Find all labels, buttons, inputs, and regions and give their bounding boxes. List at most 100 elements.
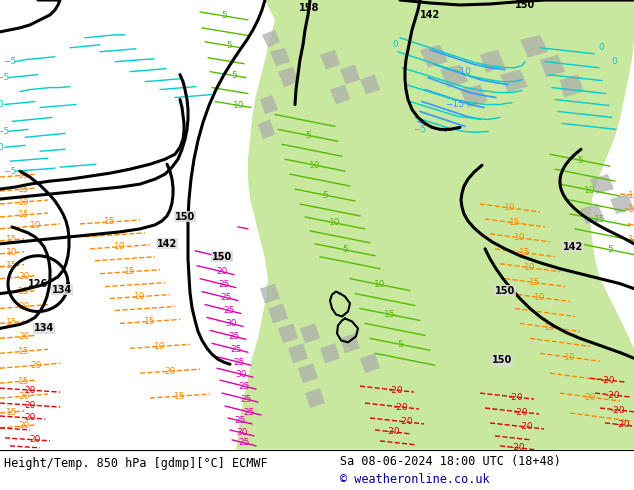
Text: 142: 142 xyxy=(563,242,583,252)
Text: 20: 20 xyxy=(24,400,36,410)
Text: 15: 15 xyxy=(6,318,18,327)
Text: 25: 25 xyxy=(233,358,245,367)
Text: 25: 25 xyxy=(235,416,246,425)
Text: 0: 0 xyxy=(0,143,3,152)
Polygon shape xyxy=(580,204,604,224)
Text: 150: 150 xyxy=(212,252,232,262)
Text: 30: 30 xyxy=(236,428,248,438)
Text: 10: 10 xyxy=(18,197,30,206)
Polygon shape xyxy=(260,284,280,303)
Text: 10: 10 xyxy=(18,171,30,180)
Text: 10: 10 xyxy=(154,342,165,351)
Polygon shape xyxy=(258,120,275,139)
Text: −10: −10 xyxy=(453,67,472,76)
Text: 15: 15 xyxy=(18,211,30,220)
Text: 150: 150 xyxy=(175,212,195,222)
Polygon shape xyxy=(300,0,385,79)
Text: 5: 5 xyxy=(577,156,583,165)
Text: 5: 5 xyxy=(305,131,311,140)
Polygon shape xyxy=(278,323,298,343)
Polygon shape xyxy=(340,65,360,85)
Polygon shape xyxy=(305,388,325,408)
Text: −15: −15 xyxy=(446,100,465,109)
Text: 0: 0 xyxy=(0,100,3,109)
Text: 134: 134 xyxy=(34,323,54,333)
Text: 10: 10 xyxy=(329,219,340,227)
Text: 0: 0 xyxy=(598,43,604,52)
Text: 15: 15 xyxy=(18,347,30,356)
Polygon shape xyxy=(268,303,288,323)
Polygon shape xyxy=(298,363,318,383)
Polygon shape xyxy=(520,35,548,58)
Text: 25: 25 xyxy=(238,439,250,447)
Text: 5: 5 xyxy=(221,11,227,21)
Text: 10: 10 xyxy=(524,263,536,272)
Text: 0: 0 xyxy=(611,57,617,66)
Text: 30: 30 xyxy=(225,319,236,328)
Text: 25: 25 xyxy=(228,332,240,341)
Polygon shape xyxy=(590,174,614,194)
Polygon shape xyxy=(260,95,278,115)
Polygon shape xyxy=(288,343,308,363)
Polygon shape xyxy=(420,45,448,68)
Text: 126: 126 xyxy=(28,279,48,289)
Text: 10: 10 xyxy=(504,203,515,213)
Text: 25: 25 xyxy=(243,408,255,416)
Text: 20: 20 xyxy=(18,272,30,281)
Text: © weatheronline.co.uk: © weatheronline.co.uk xyxy=(340,473,489,487)
Text: 150: 150 xyxy=(515,0,535,10)
Polygon shape xyxy=(360,74,380,95)
Polygon shape xyxy=(330,85,350,104)
Text: −5: −5 xyxy=(3,57,16,66)
Text: 15: 15 xyxy=(6,235,18,245)
Text: 20: 20 xyxy=(30,361,42,370)
Text: 5: 5 xyxy=(342,245,348,254)
Text: -20: -20 xyxy=(511,443,526,452)
Text: 10: 10 xyxy=(233,101,245,110)
Text: -20: -20 xyxy=(399,417,413,426)
Text: 5: 5 xyxy=(226,41,232,50)
Text: -20: -20 xyxy=(605,391,620,399)
Text: 20: 20 xyxy=(18,302,30,311)
Text: 134: 134 xyxy=(52,285,72,294)
Text: 15: 15 xyxy=(544,323,556,332)
Text: 150: 150 xyxy=(495,286,515,295)
Text: −5: −5 xyxy=(0,127,10,136)
Text: 15: 15 xyxy=(145,317,156,326)
Polygon shape xyxy=(278,67,298,88)
Text: 20: 20 xyxy=(24,414,36,422)
Text: -20: -20 xyxy=(385,427,400,437)
Polygon shape xyxy=(500,70,528,93)
Text: -20: -20 xyxy=(514,408,528,416)
Text: 25: 25 xyxy=(218,280,230,289)
Text: 15: 15 xyxy=(594,216,605,224)
Text: 10: 10 xyxy=(534,293,546,302)
Text: 10: 10 xyxy=(628,205,634,215)
Text: 15: 15 xyxy=(529,278,541,287)
Text: 15: 15 xyxy=(628,235,634,245)
Text: 5: 5 xyxy=(607,245,613,254)
Text: 5: 5 xyxy=(322,191,328,199)
Polygon shape xyxy=(360,353,380,373)
Text: 15: 15 xyxy=(6,261,18,270)
Text: −5: −5 xyxy=(3,167,16,176)
Text: 0: 0 xyxy=(392,40,398,49)
Text: 20: 20 xyxy=(18,392,30,401)
Text: 20: 20 xyxy=(216,267,228,276)
Text: 25: 25 xyxy=(240,394,252,404)
Polygon shape xyxy=(236,0,634,450)
Text: −5: −5 xyxy=(413,125,427,134)
Text: -20: -20 xyxy=(611,406,625,415)
Text: 30: 30 xyxy=(235,369,247,379)
Polygon shape xyxy=(460,85,488,107)
Text: Height/Temp. 850 hPa [gdmp][°C] ECMWF: Height/Temp. 850 hPa [gdmp][°C] ECMWF xyxy=(4,457,268,470)
Text: 10: 10 xyxy=(134,292,146,301)
Polygon shape xyxy=(262,30,280,48)
Polygon shape xyxy=(518,0,634,30)
Polygon shape xyxy=(270,48,290,67)
Text: -20: -20 xyxy=(600,376,616,385)
Text: 10: 10 xyxy=(564,353,576,362)
Text: -20: -20 xyxy=(616,420,630,429)
Polygon shape xyxy=(440,65,468,88)
Text: -20: -20 xyxy=(394,402,408,412)
